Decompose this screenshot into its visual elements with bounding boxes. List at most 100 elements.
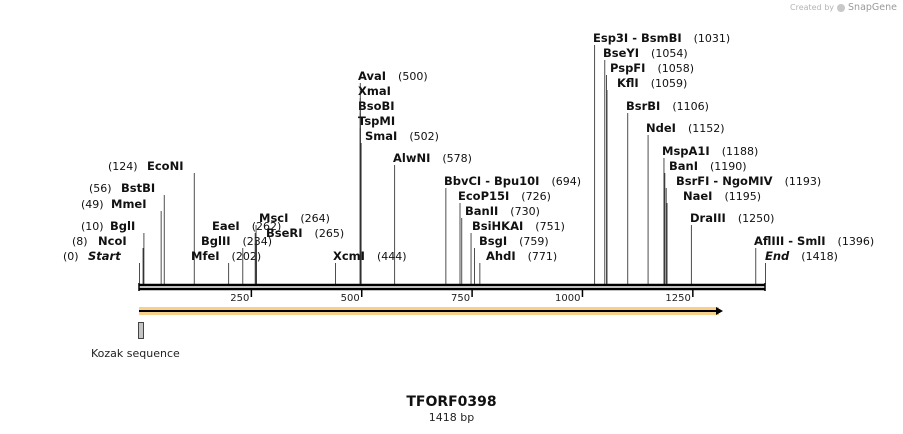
site-ndei: NdeI (1152) — [646, 121, 725, 284]
site-bbvci-bpu10i: BbvCI - Bpu10I (694) — [444, 174, 581, 284]
site-position: (1195) — [724, 190, 761, 203]
site-name: BanI — [669, 159, 698, 173]
restriction-sites: (0) Start(8) NcoI(10) BglI (49) MmeI (56) BstBI… — [63, 31, 874, 284]
kozak-sequence-label: Kozak sequence — [91, 347, 180, 360]
ruler-tick-label: 1250 — [665, 293, 690, 304]
site-name: BseYI — [603, 46, 639, 60]
site-bsihkai: BsiHKAI (751) — [470, 219, 565, 284]
site-position: (502) — [409, 130, 439, 143]
site-position: (578) — [442, 152, 472, 165]
site-name: End — [765, 249, 790, 263]
site-name: AvaI — [358, 69, 386, 83]
site-name: Esp3I - BsmBI — [593, 31, 682, 45]
site-name: NcoI — [98, 234, 127, 248]
site-position: (1190) — [710, 160, 747, 173]
site-position: (726) — [521, 190, 551, 203]
site-bsrbi: BsrBI (1106) — [626, 99, 709, 284]
site-position: (1193) — [785, 175, 822, 188]
site-naei: NaeI (1195) — [666, 189, 761, 284]
site-position: (262) — [252, 220, 282, 233]
site-position: (10) — [81, 220, 104, 233]
site-name: TspMI — [358, 114, 395, 128]
site-mfei: MfeI (202) — [191, 249, 261, 284]
site-position: (694) — [551, 175, 581, 188]
site-start: (0) Start — [63, 249, 140, 284]
site-name: XcmI — [333, 249, 365, 263]
site-name: KflI — [617, 76, 639, 90]
site-ncoi: (8) NcoI — [72, 234, 144, 284]
site-position: (1188) — [722, 145, 759, 158]
site-name: SmaI — [365, 129, 397, 143]
site-name: BglII — [201, 234, 231, 248]
site-mmei: (49) MmeI — [81, 197, 162, 284]
site-position: (8) — [72, 235, 88, 248]
created-by-text: Created by — [790, 3, 835, 12]
site-name: BsoBI — [358, 99, 395, 113]
site-name: BbvCI - Bpu10I — [444, 174, 539, 188]
site-position: (56) — [89, 182, 112, 195]
site-bani: BanI (1190) — [664, 159, 747, 284]
site-name: BsrFI - NgoMIV — [676, 174, 773, 188]
site-position: (49) — [81, 198, 104, 211]
site-name: MscI — [259, 211, 288, 225]
site-name: BsgI — [479, 234, 507, 248]
site-name: XmaI — [358, 84, 391, 98]
ruler-tick-label: 250 — [230, 293, 249, 304]
site-position: (771) — [528, 250, 558, 263]
site-draiii: DraIII (1250) — [690, 211, 774, 284]
ruler-tick-label: 750 — [451, 293, 470, 304]
site-alwni: AlwNI (578) — [393, 151, 472, 284]
site-position: (1058) — [657, 62, 694, 75]
site-name: BglI — [110, 219, 135, 233]
site-position: (759) — [519, 235, 549, 248]
site-position: (1054) — [651, 47, 688, 60]
site-mspa1i: MspA1I (1188) — [662, 144, 758, 284]
site-afliii-smli: AflIII - SmlI (1396) — [754, 234, 874, 284]
site-smai: SmaI (502) — [360, 129, 439, 284]
site-position: (1152) — [688, 122, 725, 135]
site-position: (1059) — [651, 77, 688, 90]
site-name: AhdI — [486, 249, 516, 263]
site-bstbi: (56) BstBI — [89, 181, 165, 284]
site-position: (234) — [243, 235, 273, 248]
site-kfli: KflI (1059) — [606, 76, 688, 284]
site-name: MmeI — [111, 197, 147, 211]
site-banii: BanII (730) — [461, 204, 540, 284]
site-pspfi: PspFI (1058) — [606, 61, 694, 284]
site-bsgi: BsgI (759) — [474, 234, 549, 284]
site-position: (500) — [398, 70, 428, 83]
site-name: NaeI — [683, 189, 712, 203]
site-avai: AvaI (500) — [358, 69, 428, 284]
site-position: (751) — [535, 220, 565, 233]
site-position: (202) — [232, 250, 262, 263]
site-name: BseRI — [266, 226, 303, 240]
site-position: (1418) — [801, 250, 838, 263]
site-name: BanII — [465, 204, 498, 218]
site-name: BsiHKAI — [472, 219, 523, 233]
site-name: MfeI — [191, 249, 220, 263]
site-position: (1250) — [738, 212, 775, 225]
site-name: MspA1I — [662, 144, 710, 158]
map-size: 1418 bp — [428, 411, 475, 424]
site-msci: MscI (264) — [255, 211, 330, 284]
site-name: Start — [88, 249, 121, 263]
site-position: (730) — [510, 205, 540, 218]
site-bglii: BglII (234) — [201, 234, 272, 284]
site-name: NdeI — [646, 121, 676, 135]
site-position: (1106) — [672, 100, 709, 113]
site-eaei: EaeI (262) — [212, 219, 281, 284]
kozak-sequence-box — [138, 322, 144, 339]
site-name: PspFI — [610, 61, 645, 75]
site-position: (1396) — [838, 235, 875, 248]
site-ahdi: AhdI (771) — [479, 249, 558, 284]
site-bseri: BseRI (265) — [256, 226, 344, 284]
features: Kozak sequence — [91, 307, 723, 360]
site-econi: (124) EcoNI — [108, 159, 195, 284]
site-name: DraIII — [690, 211, 726, 225]
ruler-tick-label: 1000 — [555, 293, 580, 304]
site-name: EcoNI — [147, 159, 183, 173]
site-xcmi: XcmI (444) — [333, 249, 407, 284]
snapgene-brand-name: SnapGene — [848, 2, 897, 13]
orf-arrow-head — [716, 307, 723, 315]
